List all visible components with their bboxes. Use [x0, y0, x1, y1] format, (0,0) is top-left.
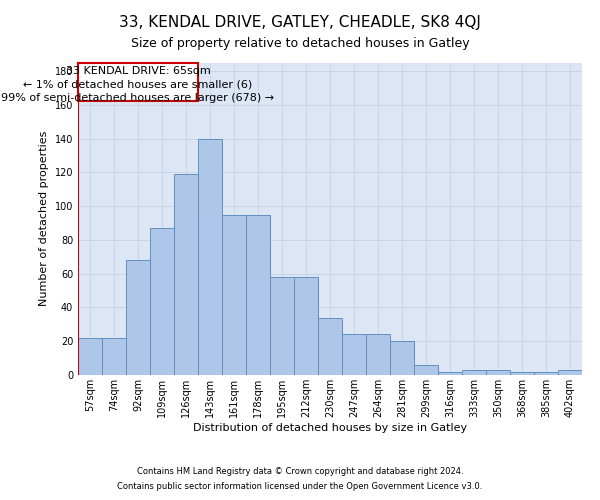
Bar: [294, 277, 318, 375]
Bar: [438, 372, 462, 375]
Bar: [126, 260, 150, 375]
Text: Size of property relative to detached houses in Gatley: Size of property relative to detached ho…: [131, 38, 469, 51]
Bar: [174, 174, 198, 375]
Bar: [222, 214, 246, 375]
Bar: [366, 334, 390, 375]
X-axis label: Distribution of detached houses by size in Gatley: Distribution of detached houses by size …: [193, 422, 467, 432]
Bar: [534, 372, 558, 375]
Bar: [510, 372, 534, 375]
Y-axis label: Number of detached properties: Number of detached properties: [39, 131, 49, 306]
Bar: [462, 370, 486, 375]
Bar: [342, 334, 366, 375]
Text: Contains HM Land Registry data © Crown copyright and database right 2024.: Contains HM Land Registry data © Crown c…: [137, 467, 463, 476]
Bar: [414, 365, 438, 375]
Text: Contains public sector information licensed under the Open Government Licence v3: Contains public sector information licen…: [118, 482, 482, 491]
Bar: [558, 370, 582, 375]
Bar: [486, 370, 510, 375]
Bar: [390, 341, 414, 375]
Bar: [78, 338, 102, 375]
Bar: [198, 138, 222, 375]
FancyBboxPatch shape: [78, 62, 198, 102]
Bar: [270, 277, 294, 375]
Bar: [102, 338, 126, 375]
Text: 99% of semi-detached houses are larger (678) →: 99% of semi-detached houses are larger (…: [1, 93, 275, 103]
Text: ← 1% of detached houses are smaller (6): ← 1% of detached houses are smaller (6): [23, 80, 253, 90]
Bar: [150, 228, 174, 375]
Text: 33 KENDAL DRIVE: 65sqm: 33 KENDAL DRIVE: 65sqm: [65, 66, 211, 76]
Bar: [318, 318, 342, 375]
Text: 33, KENDAL DRIVE, GATLEY, CHEADLE, SK8 4QJ: 33, KENDAL DRIVE, GATLEY, CHEADLE, SK8 4…: [119, 15, 481, 30]
Bar: [246, 214, 270, 375]
